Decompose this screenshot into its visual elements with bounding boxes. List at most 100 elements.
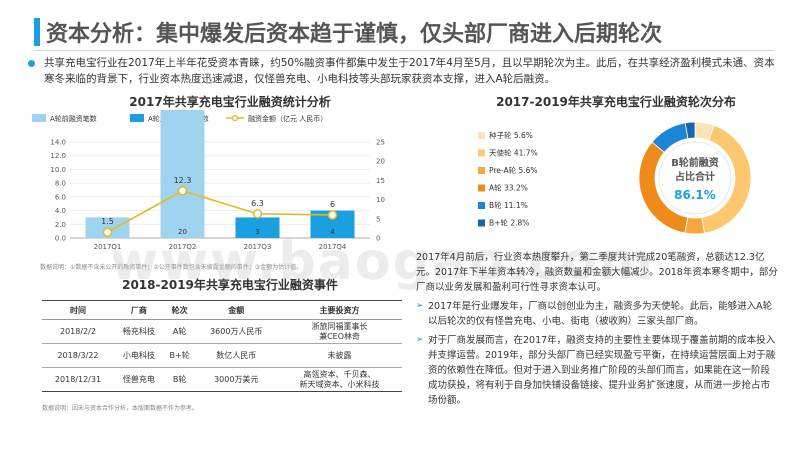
line-data-label: 6.3 (251, 199, 264, 208)
line-data-label: 1.5 (101, 217, 114, 226)
analysis-points: 2017年4月前后，行业资本热度攀升，第二季度共计完成20笔融资，总额达12.3… (416, 250, 778, 412)
y-tick-label: 4.0 (55, 207, 66, 215)
col-header: 主要投资方 (277, 300, 402, 320)
table-row: 2018/3/22 小电科技 B+轮 数亿人民币 未披露 (42, 343, 402, 368)
col-header: 时间 (42, 300, 114, 320)
y-tick-label: 10.0 (50, 166, 66, 174)
chart2-title: 2017-2019年共享充电宝行业融资轮次分布 (496, 95, 736, 109)
table-cell: 数亿人民币 (195, 343, 278, 368)
y-tick-label: 14.0 (50, 139, 66, 147)
line-point (327, 210, 338, 220)
line-point (252, 209, 263, 219)
legend-label: A轮前融资笔数 (50, 114, 97, 123)
legend-label: A轮 33.2% (489, 183, 528, 193)
table-cell: 怪兽充电 (113, 367, 164, 392)
legend-label: B+轮 2.8% (489, 218, 529, 228)
line-point (177, 186, 188, 196)
table-cell: 浙旅同福董事长 兼CEO林奇 (277, 319, 402, 344)
table-cell: 3600万人民币 (195, 319, 278, 344)
title-accent-bar (34, 18, 40, 46)
legend-label: 天使轮 41.7% (489, 148, 538, 158)
intro-paragraph: 共享充电宝行业在2017年上半年花受资本青睐，约50%融资事件都集中发生于201… (28, 55, 778, 87)
y-tick-label: 0.0 (55, 235, 66, 243)
financing-events-table: 时间 厂商 轮次 金额 主要投资方 2018/2/2 畅充科技 A轮 3600万人民币… (42, 300, 402, 392)
bar-data-label: 3 (255, 228, 259, 236)
bar (235, 217, 280, 238)
chart1-title: 2017年共享充电宝行业融资统计分析 (129, 95, 331, 109)
line-point (102, 227, 113, 237)
col-header: 轮次 (163, 300, 196, 320)
y-tick-label: 12.0 (50, 152, 66, 160)
table-cell: 3000万美元 (195, 367, 278, 392)
intro-text: 共享充电宝行业在2017年上半年花受资本青睐，约50%融资事件都集中发生于201… (44, 57, 775, 85)
chart1-note: 数据说明：①数据不含未公开的融资事件；②公开事件数包含未披露金额的事件；③金额为… (40, 264, 303, 271)
bullet-icon (28, 60, 35, 67)
analysis-point-text: 对于厂商发展而言，在2017年，融资支持的主要性主要体现于覆盖前期的成本投入并支… (428, 335, 776, 406)
y2-tick-label: 10 (376, 196, 385, 204)
table-cell: 高瓴资本、千贝森、 新天域资本、小米科技 (277, 367, 402, 392)
y-tick-label: 8.0 (55, 180, 66, 188)
donut-center-line1: B轮前融资 (671, 156, 719, 169)
legend-label: B轮 11.1% (489, 200, 528, 210)
legend-swatch (478, 184, 485, 192)
arrow-bullet-icon: ➢ (416, 301, 424, 311)
table-cell: 畅充科技 (113, 319, 164, 344)
legend-swatch (478, 219, 485, 227)
table-title: 2018-2019年共享充电宝行业融资事件 (122, 278, 338, 292)
legend-swatch (32, 114, 46, 122)
legend-swatch (130, 114, 144, 122)
col-header: 厂商 (113, 300, 164, 320)
donut-center (658, 141, 732, 215)
analysis-point-text: 2017年4月前后，行业资本热度攀升，第二季度共计完成20笔融资，总额达12.3… (416, 252, 778, 293)
y2-tick-label: 25 (376, 139, 385, 147)
analysis-point: ➢ 2017年是行业爆发年，厂商以创创业为主，融资多为天使轮。此后，能够进入A轮… (416, 299, 778, 329)
table-note: 数据说明：因未与资本合作分析，本版面数据不作为参考。 (42, 405, 199, 412)
legend-label: 融资金额（亿元 人民币） (248, 114, 327, 123)
col-header: 金额 (195, 300, 278, 320)
legend-marker (231, 114, 239, 122)
round-distribution-chart: B轮前融资 占比合计 86.1% 种子轮 5.6% 天使轮 41.7% Pre-A轮… (478, 121, 752, 235)
line-data-label: 12.3 (174, 176, 192, 185)
table-cell: B+轮 (163, 343, 196, 368)
y2-tick-label: 15 (376, 177, 385, 185)
y2-tick-label: 20 (376, 158, 385, 166)
table-header-row: 时间 厂商 轮次 金额 主要投资方 (42, 300, 402, 320)
y2-tick-label: 5 (376, 215, 380, 223)
line-data-label: 6 (330, 200, 335, 209)
legend-swatch (478, 202, 485, 209)
donut-center-line2: 占比合计 (675, 170, 715, 183)
table-row: 2018/2/2 畅充科技 A轮 3600万人民币 浙旅同福董事长 兼CEO林奇 (42, 319, 402, 344)
financing-stats-chart: A轮前融资笔数A轮及以后融资笔数融资金额（亿元 人民币）0.02.04.06.0… (32, 110, 385, 251)
legend-label: 种子轮 5.6% (489, 130, 533, 140)
amount-line (107, 189, 333, 233)
bar-data-label: 20 (178, 228, 187, 236)
table-cell: 2018/2/2 (42, 319, 114, 344)
analysis-point: 2017年4月前后，行业资本热度攀升，第二季度共计完成20笔融资，总额达12.3… (416, 250, 778, 295)
table-cell: 2018/3/22 (42, 343, 114, 368)
bar (160, 110, 205, 238)
page-title: 资本分析：集中爆发后资本趋于谨慎，仅头部厂商进入后期轮次 (46, 22, 663, 47)
table-cell: 未披露 (277, 343, 402, 368)
bar-data-label: 4 (330, 228, 335, 236)
donut-slice (684, 121, 696, 140)
y-tick-label: 2.0 (55, 221, 66, 229)
table-cell: A轮 (163, 319, 196, 344)
x-tick-label: 2017Q2 (169, 243, 197, 251)
legend-label: Pre-A轮 5.6% (489, 165, 538, 175)
legend-swatch (478, 132, 485, 139)
legend-swatch (478, 149, 485, 157)
arrow-bullet-icon: ➢ (416, 335, 424, 345)
title-divider (34, 50, 774, 51)
analysis-point: ➢ 对于厂商发展而言，在2017年，融资支持的主要性主要体现于覆盖前期的成本投入… (416, 333, 778, 408)
table-cell: 2018/12/31 (42, 367, 114, 392)
y2-tick-label: 0 (376, 235, 380, 243)
table-cell: 小电科技 (113, 343, 164, 368)
analysis-point-text: 2017年是行业爆发年，厂商以创创业为主，融资多为天使轮。此后，能够进入A轮以后… (428, 301, 773, 327)
table-row: 2018/12/31 怪兽充电 B轮 3000万美元 高瓴资本、千贝森、 新天域资本、小… (42, 367, 402, 392)
x-tick-label: 2017Q3 (244, 243, 272, 251)
legend-swatch (478, 167, 485, 174)
donut-center-value: 86.1% (674, 188, 716, 202)
x-tick-label: 2017Q1 (94, 243, 122, 251)
donut-slice (684, 216, 705, 235)
x-tick-label: 2017Q4 (319, 243, 347, 251)
